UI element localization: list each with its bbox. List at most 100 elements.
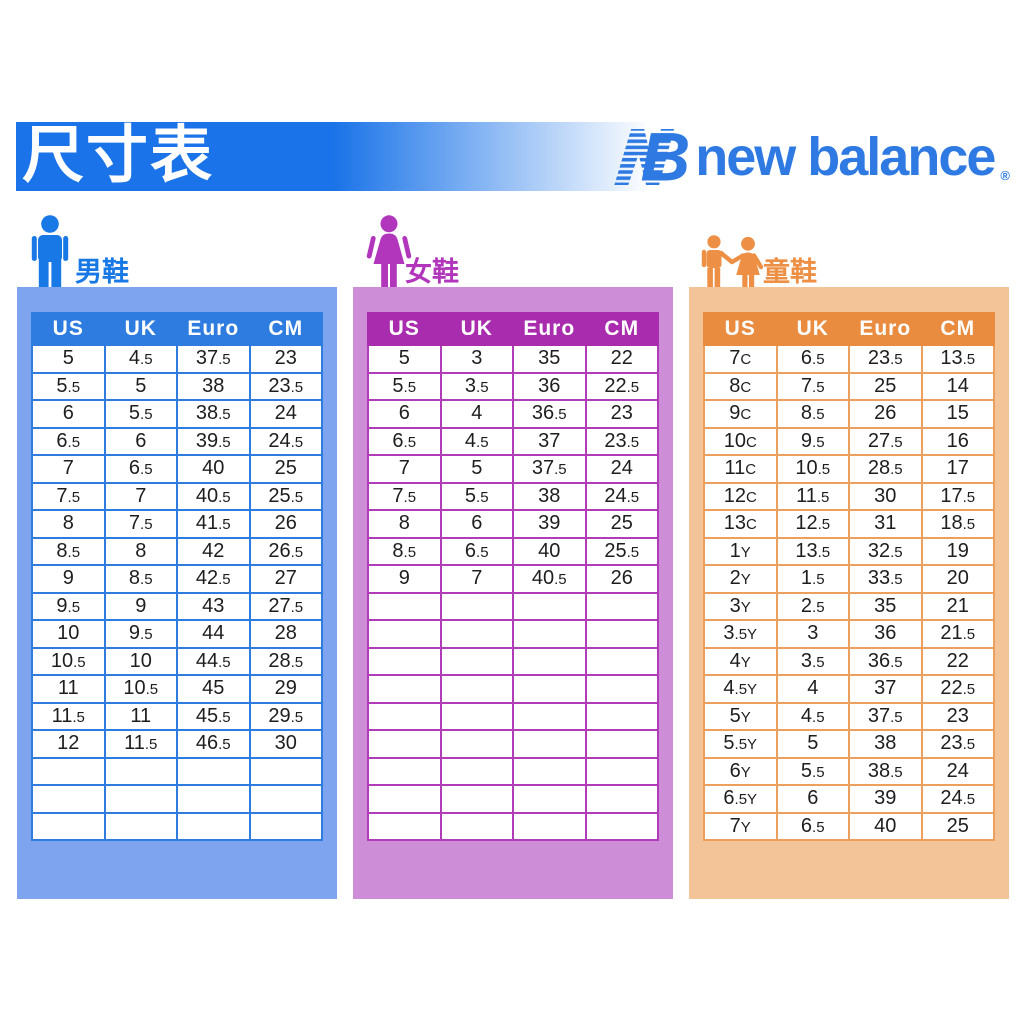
table-cell: 21 — [920, 591, 995, 621]
column-header: UK — [103, 312, 178, 346]
column-header: US — [367, 312, 442, 346]
table-cell: 36 — [848, 619, 923, 649]
table-cell: 7 — [103, 481, 178, 511]
table-cell: 23.5 — [584, 426, 659, 456]
table-row: 7.5 7 40.5 25.5 — [31, 481, 323, 511]
empty-cell — [367, 591, 442, 621]
table-cell: 45 — [176, 674, 251, 704]
table-cell: 21.5 — [920, 619, 995, 649]
table-cell: 37.5 — [512, 454, 587, 484]
header-row: US UK Euro CM — [367, 312, 659, 346]
empty-cell — [31, 811, 106, 841]
table-row: 4.5Y 4 37 22.5 — [703, 674, 995, 704]
table-row — [31, 756, 323, 786]
table-cell: 44 — [176, 619, 251, 649]
table-cell: 27.5 — [248, 591, 323, 621]
table-cell: 5 — [439, 454, 514, 484]
table-cell: 25 — [920, 811, 995, 841]
empty-cell — [584, 674, 659, 704]
table-row — [367, 784, 659, 814]
empty-cell — [439, 701, 514, 731]
table-row: 1Y 13.5 32.5 19 — [703, 536, 995, 566]
table-cell: 9 — [367, 564, 442, 594]
table-cell: 9C — [703, 399, 778, 429]
table-cell: 25 — [584, 509, 659, 539]
table-row: 8.5 8 42 26.5 — [31, 536, 323, 566]
column-header: CM — [248, 312, 323, 346]
table-row: 11C 10.5 28.5 17 — [703, 454, 995, 484]
table-cell: 39 — [512, 509, 587, 539]
table-cell: 11C — [703, 454, 778, 484]
empty-cell — [176, 784, 251, 814]
empty-cell — [367, 646, 442, 676]
header-row: US UK Euro CM — [31, 312, 323, 346]
table-row: 7.5 5.5 38 24.5 — [367, 481, 659, 511]
empty-cell — [439, 646, 514, 676]
empty-cell — [439, 674, 514, 704]
table-cell: 33.5 — [848, 564, 923, 594]
category-label-kids: 童鞋 — [763, 257, 817, 287]
table-cell: 5.5 — [103, 399, 178, 429]
empty-cell — [512, 591, 587, 621]
table-cell: 38.5 — [176, 399, 251, 429]
page-title: 尺寸表 — [22, 121, 215, 190]
table-cell: 2.5 — [775, 591, 850, 621]
table-cell: 36.5 — [848, 646, 923, 676]
table-cell: 9 — [103, 591, 178, 621]
table-cell: 24 — [584, 454, 659, 484]
table-cell: 14 — [920, 371, 995, 401]
table-cell: 44.5 — [176, 646, 251, 676]
table-row: 8 7.5 41.5 26 — [31, 509, 323, 539]
table-cell: 9.5 — [31, 591, 106, 621]
table-row: 10C 9.5 27.5 16 — [703, 426, 995, 456]
table-cell: 25 — [248, 454, 323, 484]
table-row — [367, 646, 659, 676]
empty-cell — [584, 811, 659, 841]
empty-cell — [584, 646, 659, 676]
table-cell: 26 — [248, 509, 323, 539]
empty-cell — [103, 784, 178, 814]
empty-cell — [584, 756, 659, 786]
table-cell: 6 — [103, 426, 178, 456]
category-label-men: 男鞋 — [75, 257, 129, 287]
table-cell: 29 — [248, 674, 323, 704]
category-label-women: 女鞋 — [405, 257, 459, 287]
table-cell: 13.5 — [920, 344, 995, 374]
table-cell: 5 — [103, 371, 178, 401]
table-cell: 35 — [512, 344, 587, 374]
table-cell: 3Y — [703, 591, 778, 621]
header-row: US UK Euro CM — [703, 312, 995, 346]
table-row: 10.5 10 44.5 28.5 — [31, 646, 323, 676]
table-cell: 22 — [584, 344, 659, 374]
table-cell: 9.5 — [775, 426, 850, 456]
table-cell: 8.5 — [103, 564, 178, 594]
table-cell: 22.5 — [920, 674, 995, 704]
table-cell: 8 — [31, 509, 106, 539]
column-header: UK — [439, 312, 514, 346]
womens-size-table: US UK Euro CM 5 3 35 22 5.5 3.5 36 22.5 6 4 36.5 23 6.5 4… — [367, 312, 659, 841]
table-row: 5.5 3.5 36 22.5 — [367, 371, 659, 401]
table-cell: 4.5 — [103, 344, 178, 374]
kids-size-table: US UK Euro CM 7C 6.5 23.5 13.5 8C 7.5 25 14 9C 8.5 26 1… — [703, 312, 995, 841]
table-row: 6.5Y 6 39 24.5 — [703, 784, 995, 814]
table-cell: 10.5 — [775, 454, 850, 484]
table-cell: 10C — [703, 426, 778, 456]
table-cell: 22.5 — [584, 371, 659, 401]
table-cell: 28.5 — [848, 454, 923, 484]
empty-cell — [439, 811, 514, 841]
table-row: 3Y 2.5 35 21 — [703, 591, 995, 621]
table-cell: 23 — [920, 701, 995, 731]
table-cell: 38.5 — [848, 756, 923, 786]
table-cell: 12.5 — [775, 509, 850, 539]
column-header: US — [31, 312, 106, 346]
table-cell: 4 — [439, 399, 514, 429]
table-row: 12 11.5 46.5 30 — [31, 729, 323, 759]
table-cell: 40 — [176, 454, 251, 484]
table-cell: 31 — [848, 509, 923, 539]
table-cell: 12C — [703, 481, 778, 511]
empty-cell — [512, 729, 587, 759]
table-row: 9.5 9 43 27.5 — [31, 591, 323, 621]
empty-cell — [103, 756, 178, 786]
table-row: 11 10.5 45 29 — [31, 674, 323, 704]
table-cell: 7 — [31, 454, 106, 484]
